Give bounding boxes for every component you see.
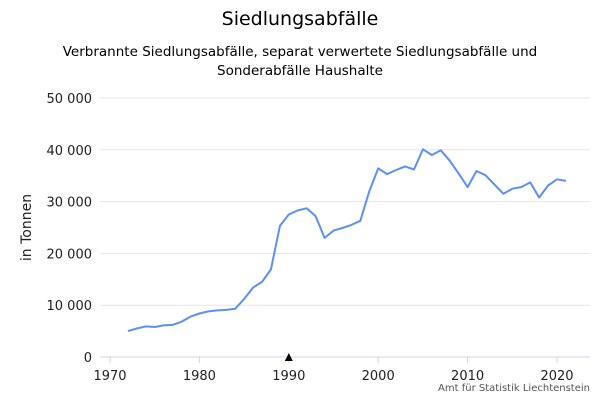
- x-tick-label: 1990: [272, 369, 305, 384]
- x-tick-label: 1980: [183, 369, 216, 384]
- chart-title: Siedlungsabfälle: [221, 8, 379, 30]
- y-tick-label: 20 000: [47, 247, 93, 262]
- y-tick-label: 0: [84, 351, 92, 366]
- data-series-line: [127, 148, 567, 333]
- y-tick-label: 50 000: [47, 92, 93, 107]
- credits[interactable]: Amt für Statistik Liechtenstein: [438, 383, 590, 394]
- x-tick-label: 2020: [540, 369, 573, 384]
- y-tick-label: 30 000: [47, 196, 93, 211]
- chart-subtitle: Verbrannte Siedlungsabfälle, separat ver…: [62, 44, 538, 79]
- x-tick-label: 2000: [362, 369, 395, 384]
- y-tick-label: 10 000: [47, 299, 93, 314]
- triangle-marker-icon: [284, 353, 293, 361]
- x-tick-label: 1970: [93, 369, 126, 384]
- y-tick-label: 40 000: [47, 144, 93, 159]
- y-axis-title: in Tonnen: [19, 194, 35, 261]
- x-tick-label: 2010: [451, 369, 484, 384]
